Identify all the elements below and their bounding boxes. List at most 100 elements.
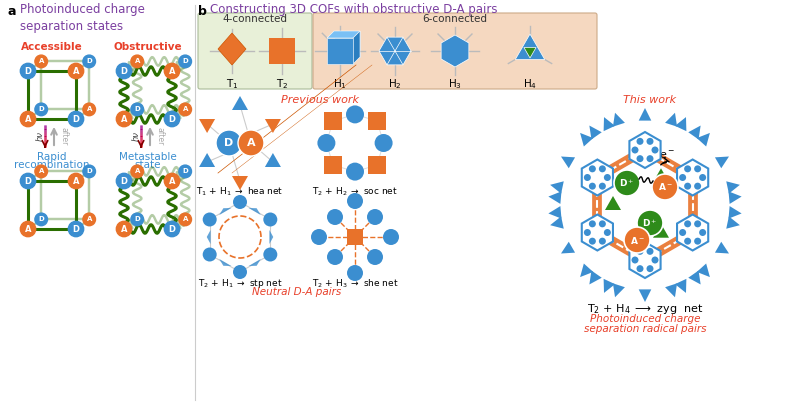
Circle shape bbox=[35, 103, 47, 116]
Circle shape bbox=[383, 229, 399, 245]
Circle shape bbox=[637, 155, 643, 162]
Text: A: A bbox=[182, 216, 188, 222]
Text: Obstructive: Obstructive bbox=[114, 42, 182, 52]
Circle shape bbox=[604, 174, 611, 181]
Circle shape bbox=[367, 249, 383, 265]
Bar bbox=[368, 112, 386, 130]
Text: Neutral D-A pairs: Neutral D-A pairs bbox=[252, 287, 342, 297]
Polygon shape bbox=[580, 264, 594, 277]
Bar bbox=[269, 38, 295, 64]
Polygon shape bbox=[677, 160, 708, 196]
Circle shape bbox=[694, 165, 701, 173]
Polygon shape bbox=[265, 153, 281, 167]
Text: D: D bbox=[73, 224, 79, 234]
Text: hν: hν bbox=[131, 131, 141, 141]
Text: separation radical pairs: separation radical pairs bbox=[584, 324, 706, 334]
Circle shape bbox=[318, 134, 335, 152]
Circle shape bbox=[684, 165, 691, 173]
Polygon shape bbox=[353, 31, 360, 64]
Circle shape bbox=[637, 210, 663, 236]
Circle shape bbox=[624, 227, 650, 253]
Polygon shape bbox=[590, 271, 602, 284]
Polygon shape bbox=[327, 38, 353, 64]
Polygon shape bbox=[561, 156, 575, 168]
Polygon shape bbox=[726, 216, 740, 229]
Polygon shape bbox=[665, 113, 677, 127]
Polygon shape bbox=[613, 284, 625, 297]
Circle shape bbox=[20, 111, 36, 127]
Text: D: D bbox=[182, 58, 188, 64]
Circle shape bbox=[589, 183, 596, 190]
Text: D: D bbox=[224, 138, 234, 148]
Circle shape bbox=[116, 111, 132, 127]
Circle shape bbox=[599, 165, 606, 173]
Text: D: D bbox=[169, 224, 175, 234]
Circle shape bbox=[679, 229, 686, 236]
Text: D: D bbox=[134, 216, 140, 222]
Circle shape bbox=[327, 209, 343, 225]
Circle shape bbox=[131, 213, 143, 226]
Text: D: D bbox=[121, 66, 127, 75]
Text: state: state bbox=[134, 160, 162, 170]
Circle shape bbox=[233, 265, 247, 279]
Circle shape bbox=[346, 105, 364, 124]
Circle shape bbox=[35, 165, 47, 178]
Circle shape bbox=[584, 174, 591, 181]
Polygon shape bbox=[270, 230, 274, 244]
Circle shape bbox=[179, 103, 191, 116]
Polygon shape bbox=[327, 31, 360, 38]
Text: H$_2$: H$_2$ bbox=[388, 77, 402, 91]
Text: D: D bbox=[86, 168, 92, 175]
Circle shape bbox=[374, 134, 393, 152]
Text: D: D bbox=[134, 107, 140, 113]
Circle shape bbox=[694, 238, 701, 245]
Circle shape bbox=[684, 220, 691, 227]
Polygon shape bbox=[697, 264, 710, 277]
Text: e$^-$: e$^-$ bbox=[659, 149, 675, 160]
Text: T$_2$: T$_2$ bbox=[276, 77, 288, 91]
Text: D: D bbox=[38, 216, 44, 222]
Text: A: A bbox=[134, 168, 140, 175]
Polygon shape bbox=[524, 47, 536, 58]
Text: Photoinduced charge: Photoinduced charge bbox=[590, 314, 700, 324]
Text: A$^-$: A$^-$ bbox=[658, 181, 673, 192]
Polygon shape bbox=[675, 279, 686, 293]
Circle shape bbox=[35, 55, 47, 68]
Circle shape bbox=[367, 209, 383, 225]
Circle shape bbox=[684, 183, 691, 190]
Polygon shape bbox=[715, 242, 729, 254]
Circle shape bbox=[646, 155, 654, 162]
Text: Rapid: Rapid bbox=[38, 152, 66, 162]
Polygon shape bbox=[715, 156, 729, 168]
Polygon shape bbox=[334, 31, 360, 57]
Polygon shape bbox=[638, 290, 651, 302]
Text: T$_2$ + H$_2$ $\rightarrow$ soc net: T$_2$ + H$_2$ $\rightarrow$ soc net bbox=[312, 186, 398, 198]
Text: A: A bbox=[121, 115, 127, 124]
Polygon shape bbox=[379, 37, 411, 65]
Circle shape bbox=[584, 229, 591, 236]
Polygon shape bbox=[199, 153, 215, 167]
Bar bbox=[368, 156, 386, 174]
Circle shape bbox=[347, 265, 363, 281]
Text: hν: hν bbox=[35, 131, 45, 141]
Polygon shape bbox=[265, 119, 281, 133]
Text: A: A bbox=[25, 115, 31, 124]
Polygon shape bbox=[548, 206, 562, 219]
Text: A: A bbox=[169, 177, 175, 185]
Text: T$_1$ + H$_1$ $\rightarrow$ hea net: T$_1$ + H$_1$ $\rightarrow$ hea net bbox=[196, 186, 284, 198]
Circle shape bbox=[131, 165, 143, 178]
Text: A: A bbox=[134, 58, 140, 64]
Polygon shape bbox=[653, 224, 669, 238]
Text: A: A bbox=[182, 107, 188, 113]
Text: Metastable: Metastable bbox=[119, 152, 177, 162]
Text: A: A bbox=[169, 66, 175, 75]
Text: D: D bbox=[38, 107, 44, 113]
Text: T$_1$: T$_1$ bbox=[226, 77, 238, 91]
Circle shape bbox=[631, 256, 638, 264]
Circle shape bbox=[651, 147, 658, 153]
Text: D: D bbox=[25, 66, 31, 75]
Polygon shape bbox=[726, 181, 740, 194]
Circle shape bbox=[646, 265, 654, 272]
Text: D: D bbox=[169, 115, 175, 124]
Polygon shape bbox=[729, 192, 742, 204]
